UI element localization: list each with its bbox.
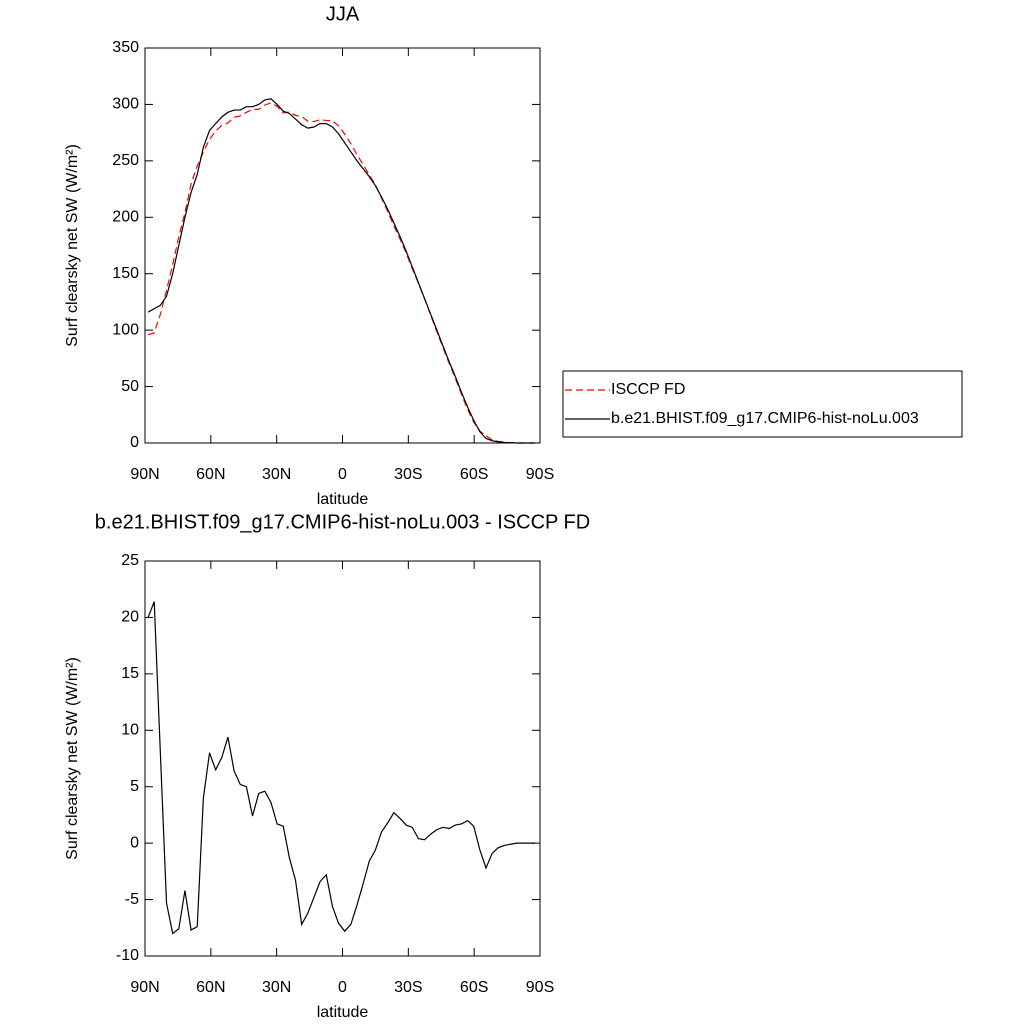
x-tick-label: 30N	[262, 979, 291, 996]
chart-title: b.e21.BHIST.f09_g17.CMIP6-hist-noLu.003 …	[95, 511, 590, 533]
y-axis-label: Surf clearsky net SW (W/m²)	[64, 657, 81, 860]
y-tick-label: 20	[121, 609, 139, 626]
y-tick-label: 25	[121, 552, 139, 569]
legend: ISCCP FD b.e21.BHIST.f09_g17.CMIP6-hist-n…	[562, 370, 963, 438]
x-axis-label: latitude	[317, 1004, 369, 1021]
x-tick-label: 90S	[526, 979, 554, 996]
x-tick-label: 60S	[460, 979, 488, 996]
y-tick-label: 300	[112, 96, 139, 113]
x-tick-label: 30N	[262, 466, 291, 483]
y-tick-label: 150	[112, 265, 139, 282]
y-tick-label: 50	[121, 378, 139, 395]
y-axis-label: Surf clearsky net SW (W/m²)	[64, 144, 81, 347]
y-tick-label: 5	[130, 778, 139, 795]
x-tick-label: 0	[338, 466, 347, 483]
plot-frame	[144, 560, 541, 957]
chart-title: JJA	[326, 3, 360, 25]
y-tick-label: 200	[112, 209, 139, 226]
x-tick-label: 60N	[196, 979, 225, 996]
x-tick-label: 60N	[196, 466, 225, 483]
x-tick-label: 90S	[526, 466, 554, 483]
y-tick-label: 250	[112, 152, 139, 169]
data-line	[147, 601, 536, 935]
y-tick-label: 100	[112, 321, 139, 338]
y-tick-label: 350	[112, 39, 139, 56]
y-tick-label: -10	[116, 947, 139, 964]
data-line	[147, 102, 536, 444]
data-line	[147, 98, 536, 444]
x-tick-label: 30S	[394, 466, 422, 483]
x-tick-label: 60S	[460, 466, 488, 483]
x-tick-label: 90N	[130, 466, 159, 483]
legend-box	[562, 370, 963, 438]
x-tick-label: 90N	[130, 979, 159, 996]
legend-label: b.e21.BHIST.f09_g17.CMIP6-hist-noLu.003	[611, 410, 919, 427]
x-tick-label: 30S	[394, 979, 422, 996]
y-tick-label: 15	[121, 665, 139, 682]
y-tick-label: 10	[121, 722, 139, 739]
plot-frame	[144, 47, 541, 444]
y-tick-label: 0	[130, 434, 139, 451]
y-tick-label: -5	[125, 891, 139, 908]
x-axis-label: latitude	[317, 491, 369, 508]
y-tick-label: 0	[130, 834, 139, 851]
legend-label: ISCCP FD	[611, 381, 685, 398]
x-tick-label: 0	[338, 979, 347, 996]
